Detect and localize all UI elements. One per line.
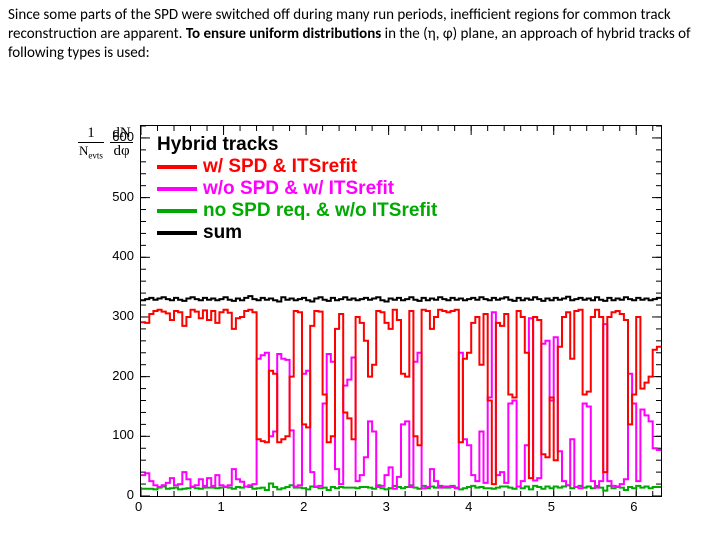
y-tick-label: 300 xyxy=(94,308,134,323)
y-tick-label: 0 xyxy=(94,487,134,502)
y-tick-label: 400 xyxy=(94,248,134,263)
x-tick-label: 5 xyxy=(548,499,555,514)
legend-entry: no SPD req. & w/o ITSrefit xyxy=(157,200,437,222)
x-tick-label: 6 xyxy=(630,499,637,514)
legend-label: no SPD req. & w/o ITSrefit xyxy=(203,200,437,221)
x-tick-label: 3 xyxy=(383,499,390,514)
legend-entry: w/o SPD & w/ ITSrefit xyxy=(157,178,437,200)
legend-entry: w/ SPD & ITSrefit xyxy=(157,156,437,178)
y-tick-label: 100 xyxy=(94,427,134,442)
legend: Hybrid tracks w/ SPD & ITSrefitw/o SPD &… xyxy=(157,134,437,243)
x-tick-label: 1 xyxy=(218,499,225,514)
legend-title: Hybrid tracks xyxy=(157,134,437,156)
y-tick-label: 200 xyxy=(94,368,134,383)
y-tick-label: 500 xyxy=(94,189,134,204)
x-tick-label: 2 xyxy=(300,499,307,514)
legend-label: sum xyxy=(203,222,242,243)
caption-bold: To ensure uniform distributions xyxy=(186,25,381,43)
legend-entry: sum xyxy=(157,222,437,244)
legend-label: w/o SPD & w/ ITSrefit xyxy=(203,178,394,199)
plot-area: Hybrid tracks w/ SPD & ITSrefitw/o SPD &… xyxy=(140,125,662,497)
y-tick-label: 600 xyxy=(94,129,134,144)
x-tick-label: 4 xyxy=(465,499,472,514)
x-tick-label: 0 xyxy=(135,499,142,514)
legend-swatch xyxy=(157,209,197,213)
legend-swatch xyxy=(157,231,197,235)
legend-swatch xyxy=(157,165,197,169)
legend-label: w/ SPD & ITSrefit xyxy=(203,156,357,177)
legend-swatch xyxy=(157,187,197,191)
hybrid-tracks-chart: 1 Nevts dN dφ Hybrid tracks w/ SPD & ITS… xyxy=(50,120,690,530)
series-sum xyxy=(141,296,661,301)
